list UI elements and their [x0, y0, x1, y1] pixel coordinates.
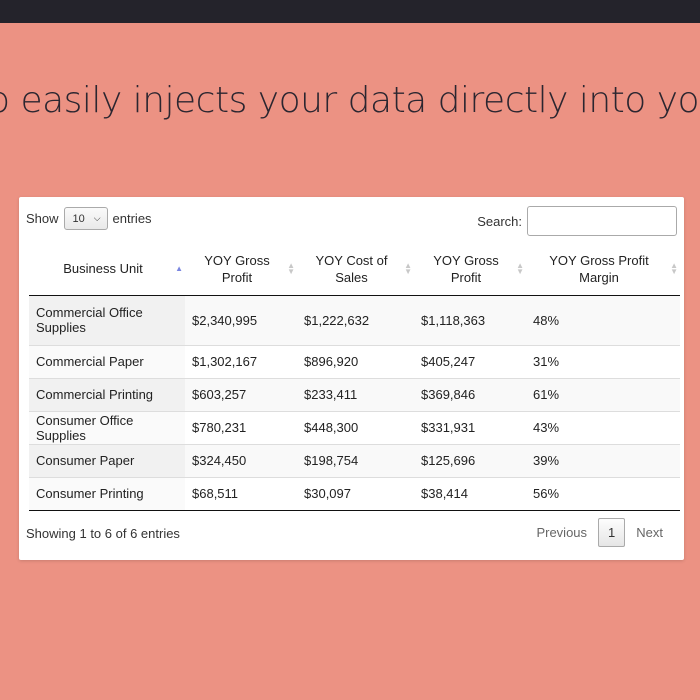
cell-yoy-gross-profit-2: $1,118,363 — [414, 295, 526, 345]
column-header-yoy-gross-profit-2[interactable]: YOY Gross Profit ▲ ▼ — [414, 243, 526, 296]
column-header-business-unit[interactable]: Business Unit ▲ — [29, 243, 185, 296]
data-table: Business Unit ▲ YOY Gross Profit ▲ ▼ YOY … — [29, 243, 680, 511]
cell-yoy-gross-profit-margin: 39% — [526, 443, 680, 477]
page-button-current[interactable]: 1 — [598, 518, 626, 547]
cell-business-unit: Commercial Paper — [29, 344, 185, 378]
entries-select-value: 10 — [72, 212, 85, 225]
cell-yoy-gross-profit-2: $369,846 — [414, 377, 526, 411]
chevron-down-icon: ⌵ — [93, 213, 101, 223]
sort-ascending-icon: ▲ — [175, 263, 183, 273]
cell-yoy-gross-profit-2: $38,414 — [414, 476, 526, 511]
cell-yoy-gross-profit: $2,340,995 — [185, 295, 297, 345]
sort-icon: ▲ ▼ — [516, 260, 524, 276]
data-table-card: Show 10 ⌵ entries Search: Business Unit … — [19, 197, 684, 560]
table-row: Consumer Office Supplies $780,231 $448,3… — [29, 410, 680, 444]
cell-business-unit: Consumer Office Supplies — [29, 410, 185, 444]
search-input[interactable] — [527, 206, 677, 236]
cell-yoy-cost-of-sales: $233,411 — [297, 377, 414, 411]
table-header-row: Business Unit ▲ YOY Gross Profit ▲ ▼ YOY … — [29, 243, 680, 296]
headline: o easily injects your data directly into… — [0, 80, 700, 121]
cell-yoy-gross-profit-margin: 61% — [526, 377, 680, 411]
show-label: Show — [26, 211, 59, 226]
column-header-yoy-gross-profit[interactable]: YOY Gross Profit ▲ ▼ — [185, 243, 297, 296]
cell-yoy-gross-profit: $1,302,167 — [185, 344, 297, 378]
column-header-label: Business Unit — [63, 261, 143, 277]
column-header-yoy-cost-of-sales[interactable]: YOY Cost of Sales ▲ ▼ — [297, 243, 414, 296]
cell-yoy-cost-of-sales: $1,222,632 — [297, 295, 414, 345]
cell-yoy-gross-profit-margin: 56% — [526, 476, 680, 511]
column-header-label: YOY Gross Profit — [204, 252, 270, 285]
top-bar — [0, 0, 700, 23]
cell-business-unit: Commercial Office Supplies — [29, 295, 185, 345]
table-row: Consumer Paper $324,450 $198,754 $125,69… — [29, 443, 680, 477]
cell-business-unit: Consumer Printing — [29, 476, 185, 511]
cell-yoy-cost-of-sales: $448,300 — [297, 410, 414, 444]
cell-yoy-gross-profit-2: $331,931 — [414, 410, 526, 444]
cell-yoy-gross-profit-margin: 31% — [526, 344, 680, 378]
cell-yoy-gross-profit: $68,511 — [185, 476, 297, 511]
column-header-label: YOY Cost of Sales — [315, 252, 388, 285]
next-page-button[interactable]: Next — [636, 525, 663, 540]
cell-business-unit: Consumer Paper — [29, 443, 185, 477]
cell-business-unit: Commercial Printing — [29, 377, 185, 411]
table-row: Commercial Office Supplies $2,340,995 $1… — [29, 295, 680, 345]
cell-yoy-gross-profit: $324,450 — [185, 443, 297, 477]
cell-yoy-gross-profit-2: $405,247 — [414, 344, 526, 378]
cell-yoy-gross-profit-2: $125,696 — [414, 443, 526, 477]
entries-length-control: Show 10 ⌵ entries — [26, 207, 152, 230]
column-header-label: YOY Gross Profit Margin — [549, 252, 649, 285]
sort-icon: ▲ ▼ — [287, 260, 295, 276]
cell-yoy-gross-profit-margin: 43% — [526, 410, 680, 444]
sort-icon: ▲ ▼ — [670, 260, 678, 276]
table-row: Consumer Printing $68,511 $30,097 $38,41… — [29, 476, 680, 511]
cell-yoy-gross-profit: $780,231 — [185, 410, 297, 444]
table-row: Commercial Paper $1,302,167 $896,920 $40… — [29, 344, 680, 378]
column-header-yoy-gross-profit-margin[interactable]: YOY Gross Profit Margin ▲ ▼ — [526, 243, 680, 296]
column-header-label: YOY Gross Profit — [433, 252, 499, 285]
entries-label: entries — [112, 211, 152, 226]
previous-page-button[interactable]: Previous — [536, 525, 588, 540]
cell-yoy-gross-profit-margin: 48% — [526, 295, 680, 345]
table-info: Showing 1 to 6 of 6 entries — [26, 526, 180, 541]
search-label: Search: — [477, 213, 522, 229]
cell-yoy-cost-of-sales: $198,754 — [297, 443, 414, 477]
cell-yoy-cost-of-sales: $30,097 — [297, 476, 414, 511]
search-control: Search: — [477, 206, 677, 236]
entries-select[interactable]: 10 ⌵ — [63, 207, 108, 230]
table-row: Commercial Printing $603,257 $233,411 $3… — [29, 377, 680, 411]
pagination: Previous 1 Next — [525, 518, 674, 547]
cell-yoy-cost-of-sales: $896,920 — [297, 344, 414, 378]
sort-icon: ▲ ▼ — [404, 260, 412, 276]
cell-yoy-gross-profit: $603,257 — [185, 377, 297, 411]
